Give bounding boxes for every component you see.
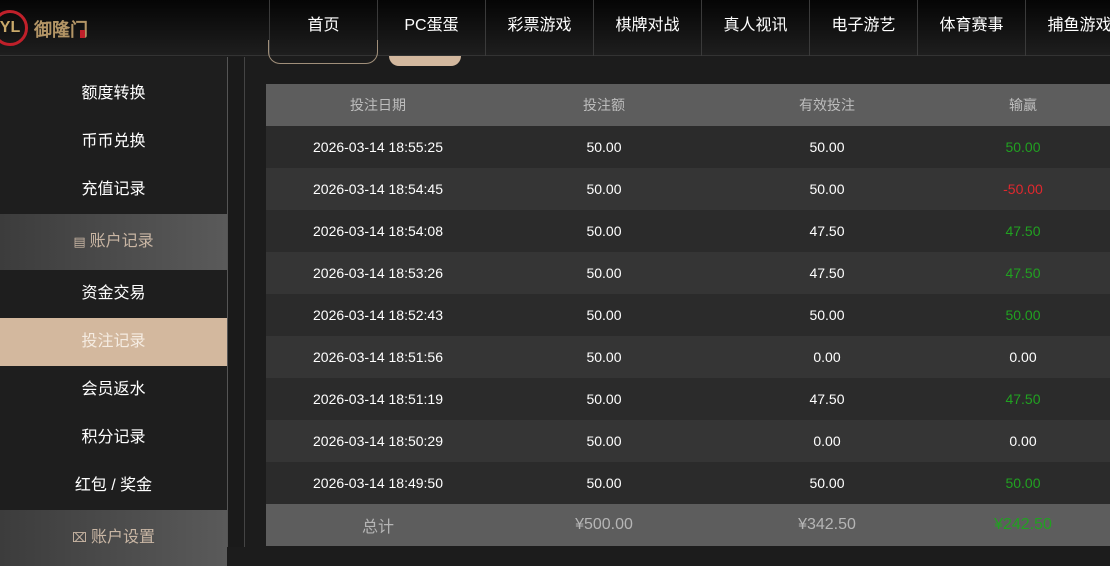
col-win-loss: 输赢 [1009,97,1037,113]
cell-bet-date: 2026-03-14 18:55:25 [313,139,443,155]
sidebar-item-fund-transactions[interactable]: 资金交易 [81,285,146,302]
cell-valid-bet: 50.00 [809,307,845,323]
cell-win-loss: 50.00 [1005,139,1041,155]
nav-lottery[interactable]: 彩票游戏 [485,0,593,56]
sidebar-item-points[interactable]: 积分记录 [81,429,146,446]
cell-valid-bet: 50.00 [809,139,845,155]
cell-win-loss: -50.00 [1003,181,1043,197]
sidebar-item-bet-records[interactable]: 投注记录 [0,318,227,366]
col-bet-date: 投注日期 [350,97,406,113]
cell-bet-date: 2026-03-14 18:53:26 [313,265,443,281]
cell-bet-date: 2026-03-14 18:49:50 [313,475,443,491]
section-label: 账户设置 [90,529,155,546]
cell-valid-bet: 50.00 [809,181,845,197]
total-row: 总计 ¥500.00 ¥342.50 ¥242.50 [266,504,1110,546]
cell-win-loss: 50.00 [1005,307,1041,323]
filter-button-filled[interactable] [389,56,461,66]
filter-button-outline[interactable] [268,40,378,64]
cell-valid-bet: 0.00 [813,349,841,365]
table-row: 2026-03-14 18:49:50 50.00 50.00 50.00 [266,462,1110,504]
table-row: 2026-03-14 18:51:56 50.00 0.00 0.00 [266,336,1110,378]
cell-win-loss: 47.50 [1005,265,1041,281]
nav-chess-cards[interactable]: 棋牌对战 [593,0,701,56]
cell-bet-amount: 50.00 [586,391,622,407]
cell-bet-date: 2026-03-14 18:54:08 [313,223,443,239]
col-bet-amount: 投注额 [583,97,625,113]
logo-text: 御隆门 [34,20,88,40]
sidebar-section-account-records[interactable]: ▤ 账户记录 [0,214,227,270]
cell-win-loss: 0.00 [1009,349,1037,365]
cell-bet-amount: 50.00 [586,223,622,239]
sidebar-item-transfer[interactable]: 额度转换 [81,85,146,102]
cell-valid-bet: 47.50 [809,265,845,281]
cell-valid-bet: 50.00 [809,475,845,491]
cell-win-loss: 50.00 [1005,475,1041,491]
header: YL 御隆门 首页 PC蛋蛋 彩票游戏 棋牌对战 真人视讯 电子游艺 体育赛事 … [0,0,1110,56]
cell-bet-amount: 50.00 [586,181,622,197]
logo-seal [80,30,85,38]
cell-bet-date: 2026-03-14 18:51:19 [313,391,443,407]
sidebar-item-bonus[interactable]: 红包 / 奖金 [74,477,153,494]
total-valid-bet: ¥342.50 [798,516,856,533]
cell-win-loss: 47.50 [1005,391,1041,407]
cell-bet-amount: 50.00 [586,349,622,365]
main-nav: 首页 PC蛋蛋 彩票游戏 棋牌对战 真人视讯 电子游艺 体育赛事 捕鱼游戏 [269,0,1110,56]
user-card-icon: ⌧ [72,530,87,545]
cell-bet-date: 2026-03-14 18:50:29 [313,433,443,449]
logo[interactable]: YL 御隆门 [0,6,100,50]
nav-home[interactable]: 首页 [269,0,377,56]
cell-bet-date: 2026-03-14 18:52:43 [313,307,443,323]
nav-sports[interactable]: 体育赛事 [917,0,1025,56]
bet-records-table: 投注日期 投注额 有效投注 输赢 2026-03-14 18:55:25 50.0… [266,84,1110,546]
cell-win-loss: 0.00 [1009,433,1037,449]
cell-bet-amount: 50.00 [586,475,622,491]
cell-valid-bet: 0.00 [813,433,841,449]
section-label: 账户记录 [89,233,154,250]
nav-live-casino[interactable]: 真人视讯 [701,0,809,56]
cell-win-loss: 47.50 [1005,223,1041,239]
document-icon: ▤ [73,234,86,249]
sidebar-item-exchange[interactable]: 币币兑换 [81,133,146,150]
table-row: 2026-03-14 18:51:19 50.00 47.50 47.50 [266,378,1110,420]
cell-bet-date: 2026-03-14 18:51:56 [313,349,443,365]
cell-bet-amount: 50.00 [586,265,622,281]
table-row: 2026-03-14 18:53:26 50.00 47.50 47.50 [266,252,1110,294]
table-row: 2026-03-14 18:54:45 50.00 50.00 -50.00 [266,168,1110,210]
cell-bet-date: 2026-03-14 18:54:45 [313,181,443,197]
table-header: 投注日期 投注额 有效投注 输赢 [266,84,1110,126]
nav-pc-egg[interactable]: PC蛋蛋 [377,0,485,56]
cell-valid-bet: 47.50 [809,223,845,239]
table-row: 2026-03-14 18:50:29 50.00 0.00 0.00 [266,420,1110,462]
cell-bet-amount: 50.00 [586,433,622,449]
sidebar-item-deposit-records[interactable]: 充值记录 [81,181,146,198]
sidebar-item-rebate[interactable]: 会员返水 [81,381,146,398]
cell-bet-amount: 50.00 [586,139,622,155]
sidebar-divider [227,57,245,547]
total-bet-amount: ¥500.00 [575,516,633,533]
logo-emblem: YL [0,10,28,46]
table-row: 2026-03-14 18:55:25 50.00 50.00 50.00 [266,126,1110,168]
total-label: 总计 [361,519,394,536]
nav-slots[interactable]: 电子游艺 [809,0,917,56]
col-valid-bet: 有效投注 [799,97,855,113]
cell-bet-amount: 50.00 [586,307,622,323]
sidebar-section-account-settings[interactable]: ⌧ 账户设置 [0,510,227,566]
table-row: 2026-03-14 18:54:08 50.00 47.50 47.50 [266,210,1110,252]
nav-fishing[interactable]: 捕鱼游戏 [1025,0,1110,56]
total-win-loss: ¥242.50 [994,516,1052,533]
sidebar: 额度转换 币币兑换 充值记录 ▤ 账户记录 资金交易 投注记录 会员返水 积分记录… [0,57,227,566]
table-row: 2026-03-14 18:52:43 50.00 50.00 50.00 [266,294,1110,336]
cell-valid-bet: 47.50 [809,391,845,407]
